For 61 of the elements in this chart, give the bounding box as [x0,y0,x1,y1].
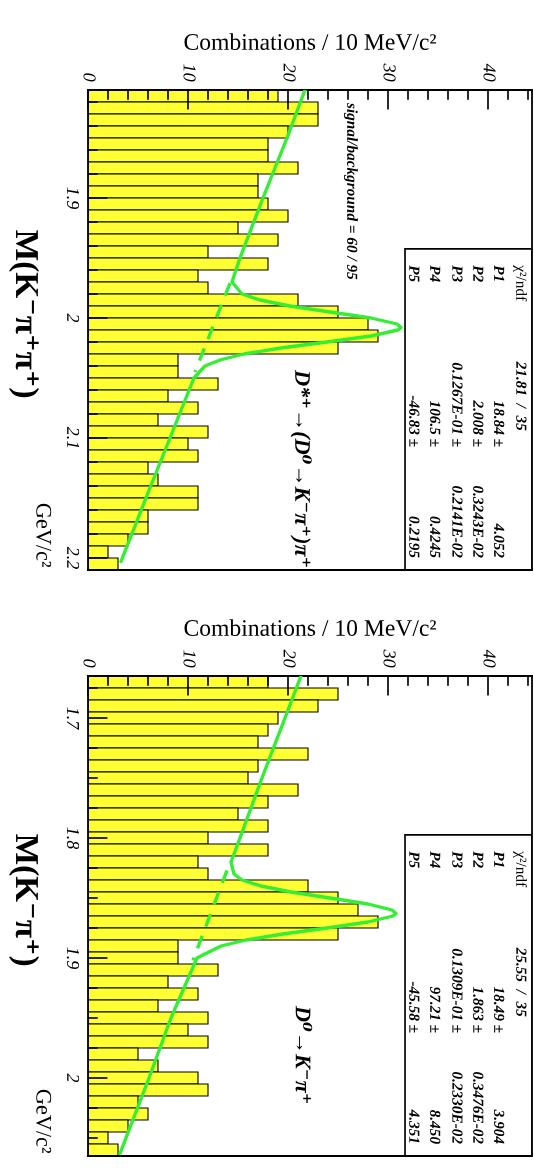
x-tick-label: 30 [383,63,396,82]
annotation: 0.3243E-02 [473,485,484,558]
annotation: 0.2195 [409,516,420,558]
x-tick-label: 40 [483,63,496,82]
y-tick-label: 1.9 [66,947,80,969]
y-tick-label: 1.8 [66,827,80,850]
annotation: 0.1309E-01 ± [452,948,463,1033]
annotation: 8.450 [429,1109,441,1144]
x-tick-label: 0 [83,659,96,668]
annotation: 21.81 / 35 [516,361,527,431]
y-axis-title: M(K⁻π⁺π⁺) [8,230,40,398]
y-tick-label: 2 [67,1073,80,1083]
annotation: D*⁺→(D⁰→K⁻π⁺)π⁺ [290,369,312,567]
annotation: -46.83 ± [409,395,420,447]
annotation: 1.863 ± [473,986,484,1033]
y-tick-label: 2.1 [66,426,80,448]
annotation: 0.4245 [429,516,441,558]
annotation: 0.2141E-02 [452,485,463,558]
annotation: P5 [409,265,420,282]
annotation: 0.1267E-01 ± [452,362,463,447]
annotation: 18.84 ± [493,400,505,447]
annotation: χ²/ndf [513,265,528,302]
annotation: 97.21 ± [429,986,441,1033]
y-tick-label: 2 [67,313,80,323]
annotation: P1 [494,851,505,867]
x-tick-label: 20 [283,649,296,668]
annotation: 4.351 [409,1109,420,1143]
annotation: 25.55 / 35 [516,947,527,1017]
annotation: 106.5 ± [429,400,441,447]
x-tick-label: 20 [283,63,296,82]
x-tick-label: 10 [183,650,196,668]
annotation: 0.3476E-02 [473,1071,484,1144]
annotation: P4 [430,265,441,282]
x-tick-label: 10 [183,64,196,82]
annotation: P2 [473,851,484,868]
annotation: P5 [409,851,420,868]
annotation: 18.49 ± [493,986,505,1033]
y-axis-title: M(K⁻π⁺) [8,834,40,966]
text: GeV/c² [36,503,52,568]
annotation: P4 [430,851,441,868]
annotation: P2 [473,265,484,282]
text: GeV/c² [36,1089,52,1154]
x-tick-label: 40 [483,649,496,668]
y-tick-label: 1.9 [66,187,80,209]
x-axis-title: Combinations / 10 MeV/c² [184,619,436,637]
annotation: χ²/ndf [513,851,528,888]
y-tick-label: 2.2 [66,546,80,569]
annotation: D⁰→K⁻π⁺ [295,1005,313,1103]
annotation: -45.58 ± [409,981,420,1033]
annotation: P3 [452,851,463,868]
x-tick-label: 30 [383,649,396,668]
annotation: signal/background = 60 / 95 [343,102,358,280]
annotation: 4.052 [493,523,505,558]
annotation: P3 [452,265,463,282]
y-tick-label: 1.7 [66,707,80,730]
annotation: 3.904 [493,1109,505,1144]
annotation: 2.008 ± [473,400,484,447]
annotation: 0.2330E-02 [452,1071,463,1144]
x-axis-title: Combinations / 10 MeV/c² [184,33,436,51]
x-tick-label: 0 [83,73,96,82]
annotation: P1 [494,265,505,281]
